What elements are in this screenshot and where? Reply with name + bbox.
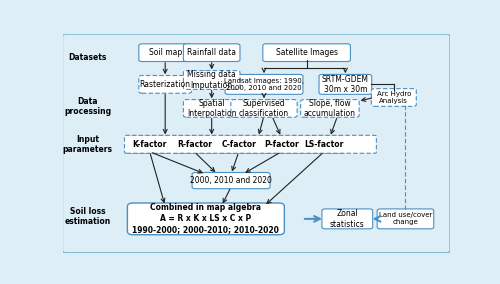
FancyBboxPatch shape [184,44,240,62]
FancyBboxPatch shape [139,44,192,62]
Text: R-factor: R-factor [177,140,212,149]
Text: Rainfall data: Rainfall data [187,48,236,57]
FancyBboxPatch shape [319,74,372,94]
FancyBboxPatch shape [218,136,260,153]
FancyBboxPatch shape [372,89,416,106]
Text: Soil loss
estimation: Soil loss estimation [64,207,111,226]
Text: Arc Hydro
Analysis: Arc Hydro Analysis [376,91,411,104]
Text: Input
parameters: Input parameters [62,135,112,154]
FancyBboxPatch shape [225,74,303,94]
FancyBboxPatch shape [184,71,240,89]
Text: Supervised
classification: Supervised classification [239,99,289,118]
FancyBboxPatch shape [302,136,346,153]
FancyBboxPatch shape [128,136,171,153]
Text: Slope, flow
accumulation: Slope, flow accumulation [304,99,356,118]
Text: Soil map: Soil map [148,48,182,57]
FancyBboxPatch shape [128,203,284,235]
FancyBboxPatch shape [139,76,192,93]
FancyBboxPatch shape [300,100,359,117]
Text: 2000, 2010 and 2020: 2000, 2010 and 2020 [190,176,272,185]
Text: SRTM-GDEM
30m x 30m: SRTM-GDEM 30m x 30m [322,75,369,94]
Text: Combined in map algebra
A = R x K x LS x C x P
1990-2000; 2000-2010; 2010-2020: Combined in map algebra A = R x K x LS x… [132,203,280,235]
FancyBboxPatch shape [263,44,350,62]
Text: Rasterization: Rasterization [140,80,190,89]
FancyBboxPatch shape [124,135,376,153]
FancyBboxPatch shape [192,172,270,189]
Text: Datasets: Datasets [68,53,107,62]
Text: C-factor: C-factor [222,140,256,149]
Text: P-factor: P-factor [264,140,299,149]
FancyBboxPatch shape [184,100,240,117]
FancyBboxPatch shape [377,209,434,229]
FancyBboxPatch shape [231,100,297,117]
Text: Spatial
Interpolation: Spatial Interpolation [187,99,236,118]
Text: Landsat Images: 1990,
2000, 2010 and 2020: Landsat Images: 1990, 2000, 2010 and 202… [224,78,304,91]
Text: LS-factor: LS-factor [304,140,344,149]
Text: Zonal
statistics: Zonal statistics [330,209,364,229]
Text: Data
processing: Data processing [64,97,111,116]
FancyBboxPatch shape [172,136,216,153]
Text: Satellite Images: Satellite Images [276,48,338,57]
FancyBboxPatch shape [260,136,303,153]
Text: Missing data
Imputation: Missing data Imputation [188,70,236,90]
FancyBboxPatch shape [322,209,372,229]
Text: Land use/cover
change: Land use/cover change [379,212,432,225]
Text: K-factor: K-factor [132,140,167,149]
